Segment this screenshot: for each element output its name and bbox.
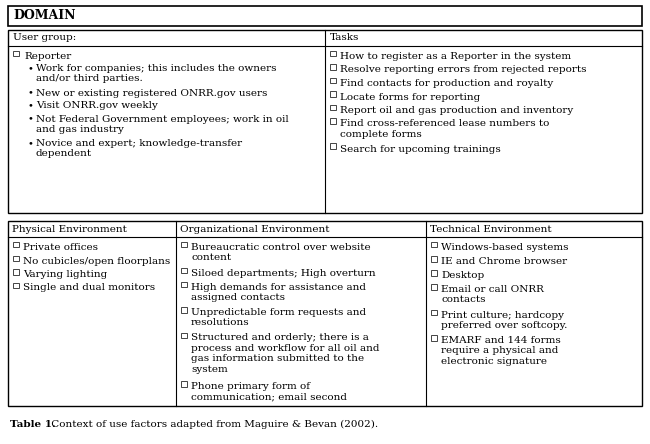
Text: Context of use factors adapted from Maguire & Bevan (2002).: Context of use factors adapted from Magu…: [48, 420, 378, 429]
Text: Varying lighting: Varying lighting: [23, 270, 107, 279]
Bar: [13, 282, 18, 288]
Text: New or existing registered ONRR.gov users: New or existing registered ONRR.gov user…: [36, 88, 267, 98]
Text: •: •: [27, 64, 33, 73]
Text: IE and Chrome browser: IE and Chrome browser: [441, 257, 567, 266]
Text: Windows-based systems: Windows-based systems: [441, 243, 569, 252]
Bar: [330, 91, 335, 97]
Bar: [13, 242, 18, 247]
Bar: [13, 51, 18, 56]
Text: Not Federal Government employees; work in oil
and gas industry: Not Federal Government employees; work i…: [36, 115, 289, 134]
Bar: [432, 309, 437, 315]
Bar: [330, 64, 335, 70]
Bar: [432, 256, 437, 262]
Text: Search for upcoming trainings: Search for upcoming trainings: [340, 144, 500, 154]
Bar: [432, 242, 437, 247]
Text: Find contacts for production and royalty: Find contacts for production and royalty: [340, 79, 553, 88]
Text: Structured and orderly; there is a
process and workflow for all oil and
gas info: Structured and orderly; there is a proce…: [191, 333, 380, 374]
Bar: [181, 333, 187, 338]
Bar: [181, 381, 187, 386]
Text: Technical Environment: Technical Environment: [430, 225, 552, 234]
Text: Table 1.: Table 1.: [10, 420, 56, 429]
Bar: [330, 78, 335, 83]
Bar: [330, 105, 335, 111]
Text: Tasks: Tasks: [330, 33, 359, 43]
Text: Single and dual monitors: Single and dual monitors: [23, 284, 155, 293]
Text: •: •: [27, 102, 33, 111]
Text: How to register as a Reporter in the system: How to register as a Reporter in the sys…: [340, 52, 571, 61]
Text: Email or call ONRR
contacts: Email or call ONRR contacts: [441, 285, 544, 305]
Text: EMARF and 144 forms
require a physical and
electronic signature: EMARF and 144 forms require a physical a…: [441, 336, 561, 366]
Bar: [330, 51, 335, 56]
Text: Phone primary form of
communication; email second: Phone primary form of communication; ema…: [191, 382, 347, 401]
Text: Print culture; hardcopy
preferred over softcopy.: Print culture; hardcopy preferred over s…: [441, 310, 568, 330]
Bar: [8, 30, 642, 213]
Bar: [181, 281, 187, 287]
Text: Resolve reporting errors from rejected reports: Resolve reporting errors from rejected r…: [340, 66, 586, 75]
Text: Desktop: Desktop: [441, 271, 485, 280]
Text: •: •: [27, 88, 33, 98]
Bar: [13, 269, 18, 274]
Text: Bureaucratic control over website
content: Bureaucratic control over website conten…: [191, 243, 370, 262]
Text: Find cross-referenced lease numbers to
complete forms: Find cross-referenced lease numbers to c…: [340, 119, 549, 139]
Text: High demands for assistance and
assigned contacts: High demands for assistance and assigned…: [191, 282, 366, 302]
Bar: [432, 270, 437, 275]
Text: DOMAIN: DOMAIN: [13, 9, 75, 23]
Text: Private offices: Private offices: [23, 243, 98, 252]
Bar: [330, 119, 335, 124]
Text: Novice and expert; knowledge-transfer
dependent: Novice and expert; knowledge-transfer de…: [36, 139, 242, 159]
Text: Report oil and gas production and inventory: Report oil and gas production and invent…: [340, 106, 573, 115]
Bar: [330, 143, 335, 149]
Bar: [432, 284, 437, 289]
Text: No cubicles/open floorplans: No cubicles/open floorplans: [23, 257, 170, 266]
Bar: [181, 242, 187, 247]
Text: •: •: [27, 115, 33, 123]
Text: Locate forms for reporting: Locate forms for reporting: [340, 92, 480, 102]
Text: Work for companies; this includes the owners
and/or third parties.: Work for companies; this includes the ow…: [36, 64, 276, 83]
Bar: [181, 307, 187, 313]
Bar: [8, 221, 642, 406]
Bar: [13, 255, 18, 261]
Text: Unpredictable form requests and
resolutions: Unpredictable form requests and resoluti…: [191, 308, 366, 327]
Text: Physical Environment: Physical Environment: [12, 225, 127, 234]
Text: User group:: User group:: [13, 33, 76, 43]
Text: Visit ONRR.gov weekly: Visit ONRR.gov weekly: [36, 102, 158, 111]
Text: Siloed departments; High overturn: Siloed departments; High overturn: [191, 269, 376, 278]
Bar: [432, 335, 437, 341]
Text: Organizational Environment: Organizational Environment: [180, 225, 330, 234]
Text: •: •: [27, 139, 33, 148]
Text: Reporter: Reporter: [24, 52, 72, 61]
Bar: [8, 6, 642, 26]
Bar: [181, 267, 187, 273]
